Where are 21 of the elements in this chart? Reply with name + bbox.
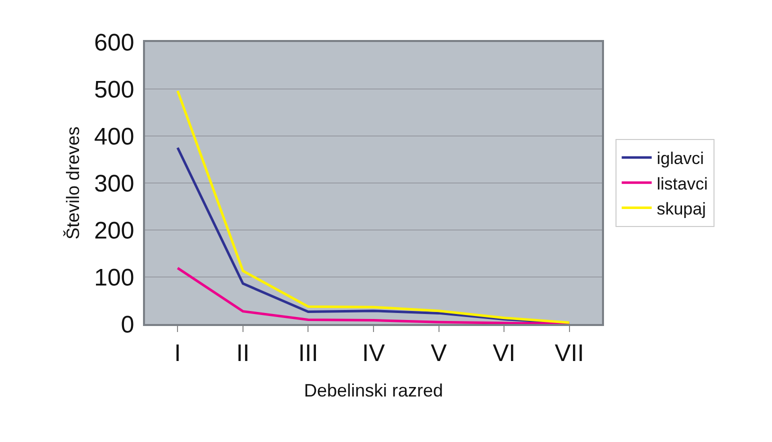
y-tick-label: 600 xyxy=(94,29,134,56)
legend-label: iglavci xyxy=(656,149,704,168)
y-tick-label: 400 xyxy=(94,123,134,150)
line-series xyxy=(176,90,571,324)
x-tick-label: III xyxy=(298,340,318,367)
x-tick-label: VI xyxy=(492,340,516,367)
y-tick-label: 500 xyxy=(94,76,134,104)
x-tick-label: I xyxy=(174,340,181,367)
y-tick-label: 300 xyxy=(94,170,134,198)
x-tick-label: V xyxy=(430,340,447,367)
legend-label: listavci xyxy=(656,174,708,194)
x-tick-label: IV xyxy=(362,340,385,367)
y-axis-title: Število dreves xyxy=(62,126,83,240)
y-tick-label: 100 xyxy=(94,264,134,292)
y-tick-label: 0 xyxy=(120,311,134,338)
line-series xyxy=(176,266,571,324)
y-tick-label: 200 xyxy=(94,217,134,244)
x-tick-label: VII xyxy=(554,340,584,367)
legend-label: skupaj xyxy=(656,199,706,218)
x-axis-title: Debelinski razred xyxy=(304,380,444,400)
x-tick-label: II xyxy=(236,340,250,367)
